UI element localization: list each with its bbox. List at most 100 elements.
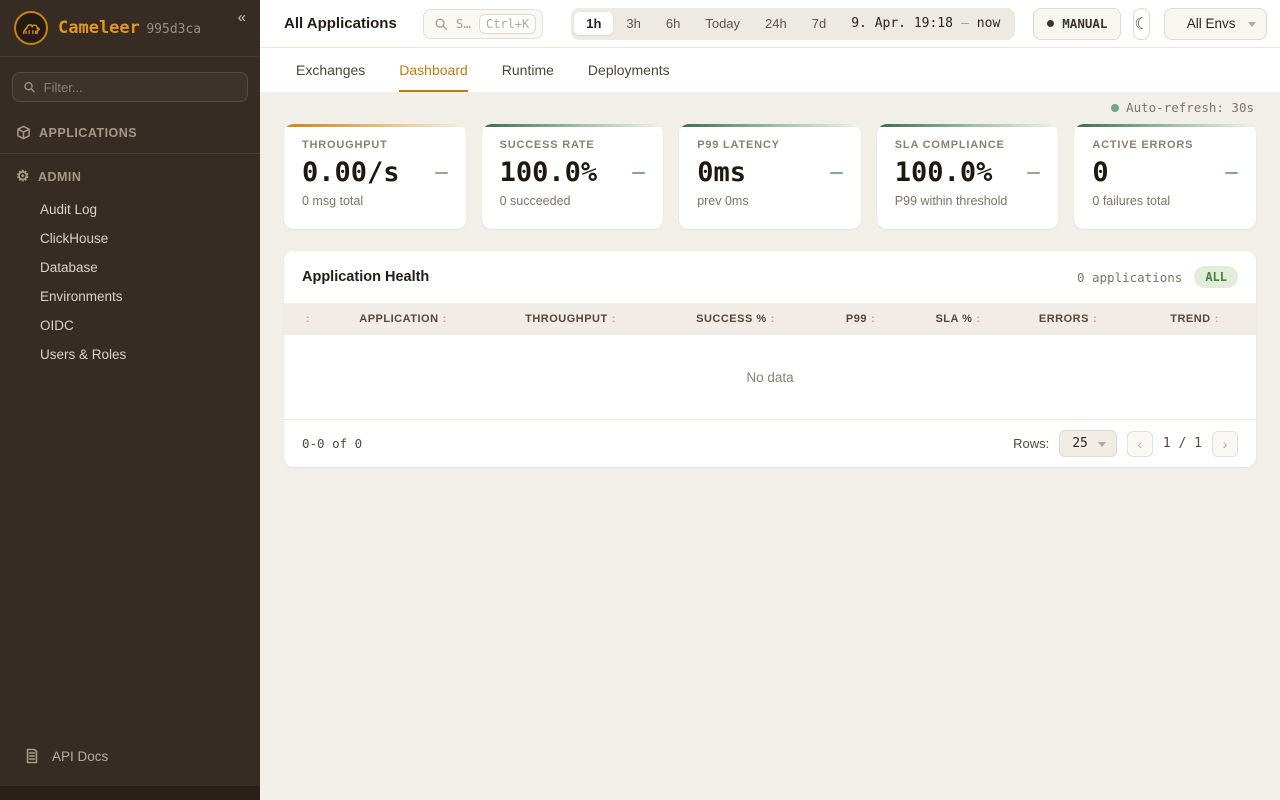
sidebar-item-clickhouse[interactable]: ClickHouse [40,231,109,246]
rows-per-page-label: Rows: [1013,436,1050,451]
sidebar-item-audit-log[interactable]: Audit Log [40,202,98,217]
sidebar-collapse-icon[interactable]: « [237,9,246,26]
time-range-control: 1h 3h 6h Today 24h 7d 9. Apr. 19:18 — no… [571,7,1016,40]
sidebar-item-oidc[interactable]: OIDC [40,318,74,333]
card-success-rate: SUCCESS RATE 100.0% 0 succeeded [481,124,664,229]
card-label: SUCCESS RATE [499,139,595,151]
sparkline [632,171,646,174]
column-header-errors[interactable]: ERRORS : [1038,313,1098,325]
time-range-6h[interactable]: 6h [665,16,681,31]
empty-state: No data [746,369,794,385]
column-header-throughput[interactable]: THROUGHPUT : [525,313,616,325]
dashboard-content: Auto-refresh: 30s THROUGHPUT 0.00/s 0 ms… [260,92,1280,800]
filter-input[interactable] [43,79,237,95]
card-subtitle: 0 msg total [302,194,364,208]
dark-mode-toggle[interactable]: ☾ [1133,7,1150,40]
sidebar-filter[interactable] [12,72,248,102]
sparkline [1027,171,1041,174]
column-header-trend[interactable]: TREND : [1170,313,1219,325]
date-from: 9. Apr. 19:18 [851,16,953,31]
tab-deployments[interactable]: Deployments [587,62,670,78]
search-icon [24,82,35,93]
section-label: ADMIN [37,169,82,184]
applications-count: 0 applications [1076,269,1183,285]
section-label: APPLICATIONS [39,125,138,140]
sidebar-item-database[interactable]: Database [40,260,98,275]
date-range[interactable]: 9. Apr. 19:18 — now [839,12,1012,35]
env-selected-label: All Envs [1186,16,1236,31]
search-button[interactable]: S… Ctrl+K [422,8,544,39]
env-select[interactable]: All Envs [1163,7,1267,40]
card-accent-bar [679,124,861,127]
sort-icon: : [870,313,876,325]
card-value: 0.00/s [302,157,400,188]
card-accent-bar [284,124,466,127]
document-icon [26,748,38,764]
sort-icon: : [770,313,775,325]
page-indicator: 1 / 1 [1162,436,1202,451]
card-p99-latency: P99 LATENCY 0ms prev 0ms [679,124,861,229]
tab-exchanges[interactable]: Exchanges [296,62,366,78]
package-icon [17,125,30,140]
card-subtitle: 0 failures total [1092,194,1171,208]
time-range-today[interactable]: Today [705,16,741,31]
sidebar: Cameleer 995d3ca « APPLICATIONS ⚙ ADMIN … [0,0,260,800]
card-value: 100.0% [894,157,993,188]
card-label: P99 LATENCY [697,139,780,151]
gear-icon: ⚙ [16,168,30,185]
column-header-success[interactable]: SUCCESS % : [696,313,775,325]
next-page-button[interactable]: › [1212,430,1238,457]
sidebar-header: Cameleer 995d3ca « [0,0,260,57]
card-throughput: THROUGHPUT 0.00/s 0 msg total [284,124,466,229]
sidebar-item-environments[interactable]: Environments [40,289,123,304]
manual-label: MANUAL [1062,16,1108,31]
manual-refresh-button[interactable]: MANUAL [1033,7,1122,40]
column-header-index[interactable]: : [284,313,328,325]
sidebar-bottom-strip [0,786,260,800]
card-value: 0ms [697,157,746,188]
time-range-7d[interactable]: 7d [811,16,827,31]
moon-icon: ☾ [1134,15,1149,33]
column-header-sla[interactable]: SLA % : [935,313,981,325]
sort-icon: : [611,313,616,325]
tab-runtime[interactable]: Runtime [501,62,554,78]
card-subtitle: prev 0ms [697,194,749,208]
panel-title: Application Health [302,269,430,285]
sidebar-item-users-roles[interactable]: Users & Roles [40,347,127,362]
sparkline [829,171,843,174]
time-range-1h[interactable]: 1h [574,12,614,35]
sort-icon: : [1092,313,1098,325]
sidebar-api-docs[interactable]: API Docs [0,740,260,772]
date-separator: — [960,16,969,31]
brand-name: Cameleer [58,18,140,38]
sparkline [1225,171,1238,174]
metric-cards: THROUGHPUT 0.00/s 0 msg total SUCCESS RA… [284,124,1256,229]
sort-icon: : [976,313,981,325]
prev-page-button[interactable]: ‹ [1126,430,1153,457]
rows-per-page-value: 25 [1072,436,1088,451]
main-area: All Applications S… Ctrl+K 1h 3h 6h Toda… [260,0,1280,800]
time-range-24h[interactable]: 24h [765,16,787,31]
card-accent-bar [481,124,664,127]
card-label: ACTIVE ERRORS [1092,139,1194,151]
chevron-down-icon [1247,21,1256,27]
sort-icon: : [1214,313,1219,325]
tab-dashboard[interactable]: Dashboard [399,48,468,92]
column-header-application[interactable]: APPLICATION : [359,313,447,325]
sidebar-section-applications[interactable]: APPLICATIONS [0,116,260,149]
card-label: THROUGHPUT [302,139,388,151]
time-range-3h[interactable]: 3h [626,16,641,31]
card-label: SLA COMPLIANCE [894,139,1005,151]
chevron-down-icon [1097,441,1106,447]
rows-per-page-select[interactable]: 25 [1059,430,1117,457]
card-value: 100.0% [499,157,598,188]
chevron-left-icon: ‹ [1137,435,1143,452]
search-icon [435,17,447,30]
card-sla-compliance: SLA COMPLIANCE 100.0% P99 within thresho… [876,124,1059,229]
tabs: Exchanges Dashboard Runtime Deployments [260,48,1280,92]
column-header-p99[interactable]: P99 : [845,313,876,325]
chevron-right-icon: › [1222,435,1228,452]
sidebar-section-admin[interactable]: ⚙ ADMIN [0,160,260,193]
card-active-errors: ACTIVE ERRORS 0 0 failures total [1074,124,1256,229]
brand: Cameleer 995d3ca [58,18,201,38]
